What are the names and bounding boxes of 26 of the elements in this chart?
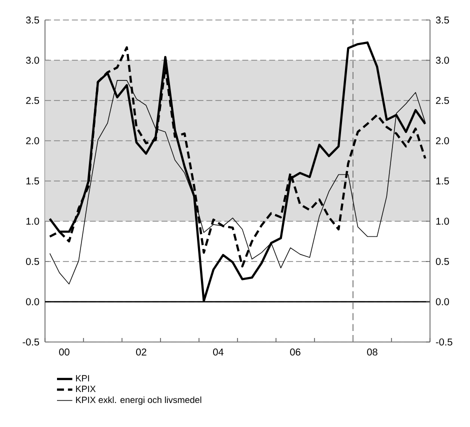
legend-label: KPIX exkl. energi och livsmedel — [76, 396, 202, 405]
y2-tick-label: 1.5 — [436, 178, 449, 184]
y-tick-label: 2.5 — [26, 96, 40, 104]
y-tick-label: 3.0 — [26, 56, 40, 64]
legend-label: KPI — [76, 375, 90, 382]
y-tick-label: 2.0 — [26, 137, 40, 144]
x-tick-label: 06 — [290, 348, 300, 356]
y2-tick-label: -0.5 — [436, 338, 452, 346]
y-tick-label: 0.0 — [26, 298, 40, 306]
y-tick-label: 3.5 — [26, 16, 40, 24]
y2-tick-label: 2.5 — [436, 96, 449, 104]
x-tick-label: 02 — [136, 348, 146, 356]
y2-tick-label: 0.5 — [436, 258, 449, 266]
legend-label: KPIX — [76, 386, 96, 392]
y2-tick-label: 0.0 — [436, 298, 449, 306]
y2-tick-label: 1.0 — [436, 218, 449, 225]
y2-tick-label: 2.0 — [436, 137, 449, 144]
y-tick-label: 0.5 — [26, 258, 40, 266]
y2-tick-label: 3.5 — [436, 16, 449, 24]
y-tick-label: 1.0 — [26, 218, 40, 225]
x-tick-label: 00 — [59, 348, 70, 356]
x-tick-label: 04 — [213, 348, 224, 356]
y2-tick-label: 3.0 — [436, 56, 449, 64]
y-tick-label: 1.5 — [26, 178, 40, 184]
y-tick-label: -0.5 — [22, 338, 40, 346]
x-tick-label: 08 — [367, 348, 378, 356]
